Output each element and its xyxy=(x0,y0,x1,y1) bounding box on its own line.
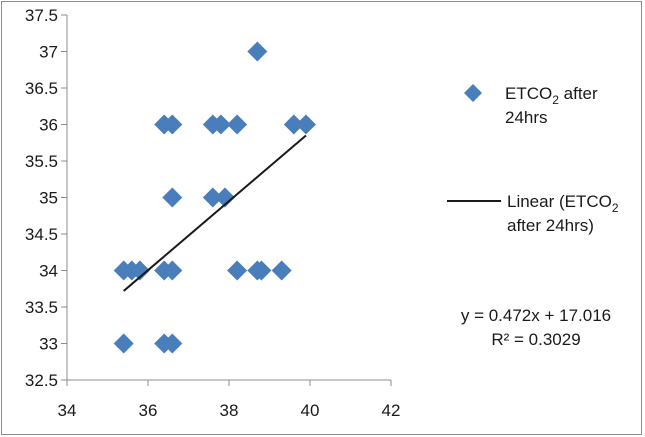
data-point xyxy=(227,260,248,281)
y-tick-label: 33 xyxy=(39,335,58,354)
y-tick-label: 35.5 xyxy=(25,152,58,171)
y-tick-label: 34 xyxy=(39,262,58,281)
legend-entry-series: ETCO2 after 24hrs xyxy=(464,84,598,127)
r-squared-text: R² = 0.3029 xyxy=(491,330,580,349)
legend-trendline-label-line2: after 24hrs) xyxy=(507,216,594,235)
x-tick-label: 42 xyxy=(382,401,401,420)
legend-entry-trendline: Linear (ETCO2 after 24hrs) xyxy=(447,192,619,235)
y-tick-label: 36 xyxy=(39,116,58,135)
data-point xyxy=(210,114,231,135)
legend-series-label-line2: 24hrs xyxy=(505,108,548,127)
legend-trendline-label-line1: Linear (ETCO2 xyxy=(507,192,619,215)
data-point xyxy=(113,333,134,354)
data-point xyxy=(283,114,304,135)
y-tick-label: 37.5 xyxy=(25,6,58,25)
legend-series-label-line1: ETCO2 after xyxy=(505,84,598,107)
data-point xyxy=(162,187,183,208)
data-point xyxy=(162,260,183,281)
x-tick-group: 34 36 38 40 42 xyxy=(58,380,401,420)
x-tick-label: 38 xyxy=(220,401,239,420)
data-point xyxy=(271,260,292,281)
data-point xyxy=(247,41,268,62)
y-tick-label: 36.5 xyxy=(25,79,58,98)
data-point xyxy=(214,187,235,208)
x-tick-label: 40 xyxy=(301,401,320,420)
x-tick-label: 34 xyxy=(58,401,77,420)
y-tick-label: 32.5 xyxy=(25,371,58,390)
trendline xyxy=(123,134,307,292)
x-tick-label: 36 xyxy=(139,401,158,420)
trendline-equation: y = 0.472x + 17.016 R² = 0.3029 xyxy=(461,306,611,349)
data-point xyxy=(162,114,183,135)
y-tick-label: 33.5 xyxy=(25,298,58,317)
data-point xyxy=(202,187,223,208)
y-tick-label: 35 xyxy=(39,189,58,208)
y-tick-label: 34.5 xyxy=(25,225,58,244)
equation-text: y = 0.472x + 17.016 xyxy=(461,306,611,325)
data-point xyxy=(251,260,272,281)
legend: ETCO2 after 24hrs Linear (ETCO2 after 24… xyxy=(447,84,619,235)
data-point xyxy=(295,114,316,135)
data-point xyxy=(129,260,150,281)
legend-diamond-marker xyxy=(464,84,482,102)
data-point xyxy=(162,333,183,354)
y-tick-group: 32.5 33 33.5 34 34.5 35 35.5 36 36.5 37 37.5 xyxy=(25,6,67,390)
data-points xyxy=(113,41,316,354)
data-point xyxy=(227,114,248,135)
y-tick-label: 37 xyxy=(39,43,58,62)
